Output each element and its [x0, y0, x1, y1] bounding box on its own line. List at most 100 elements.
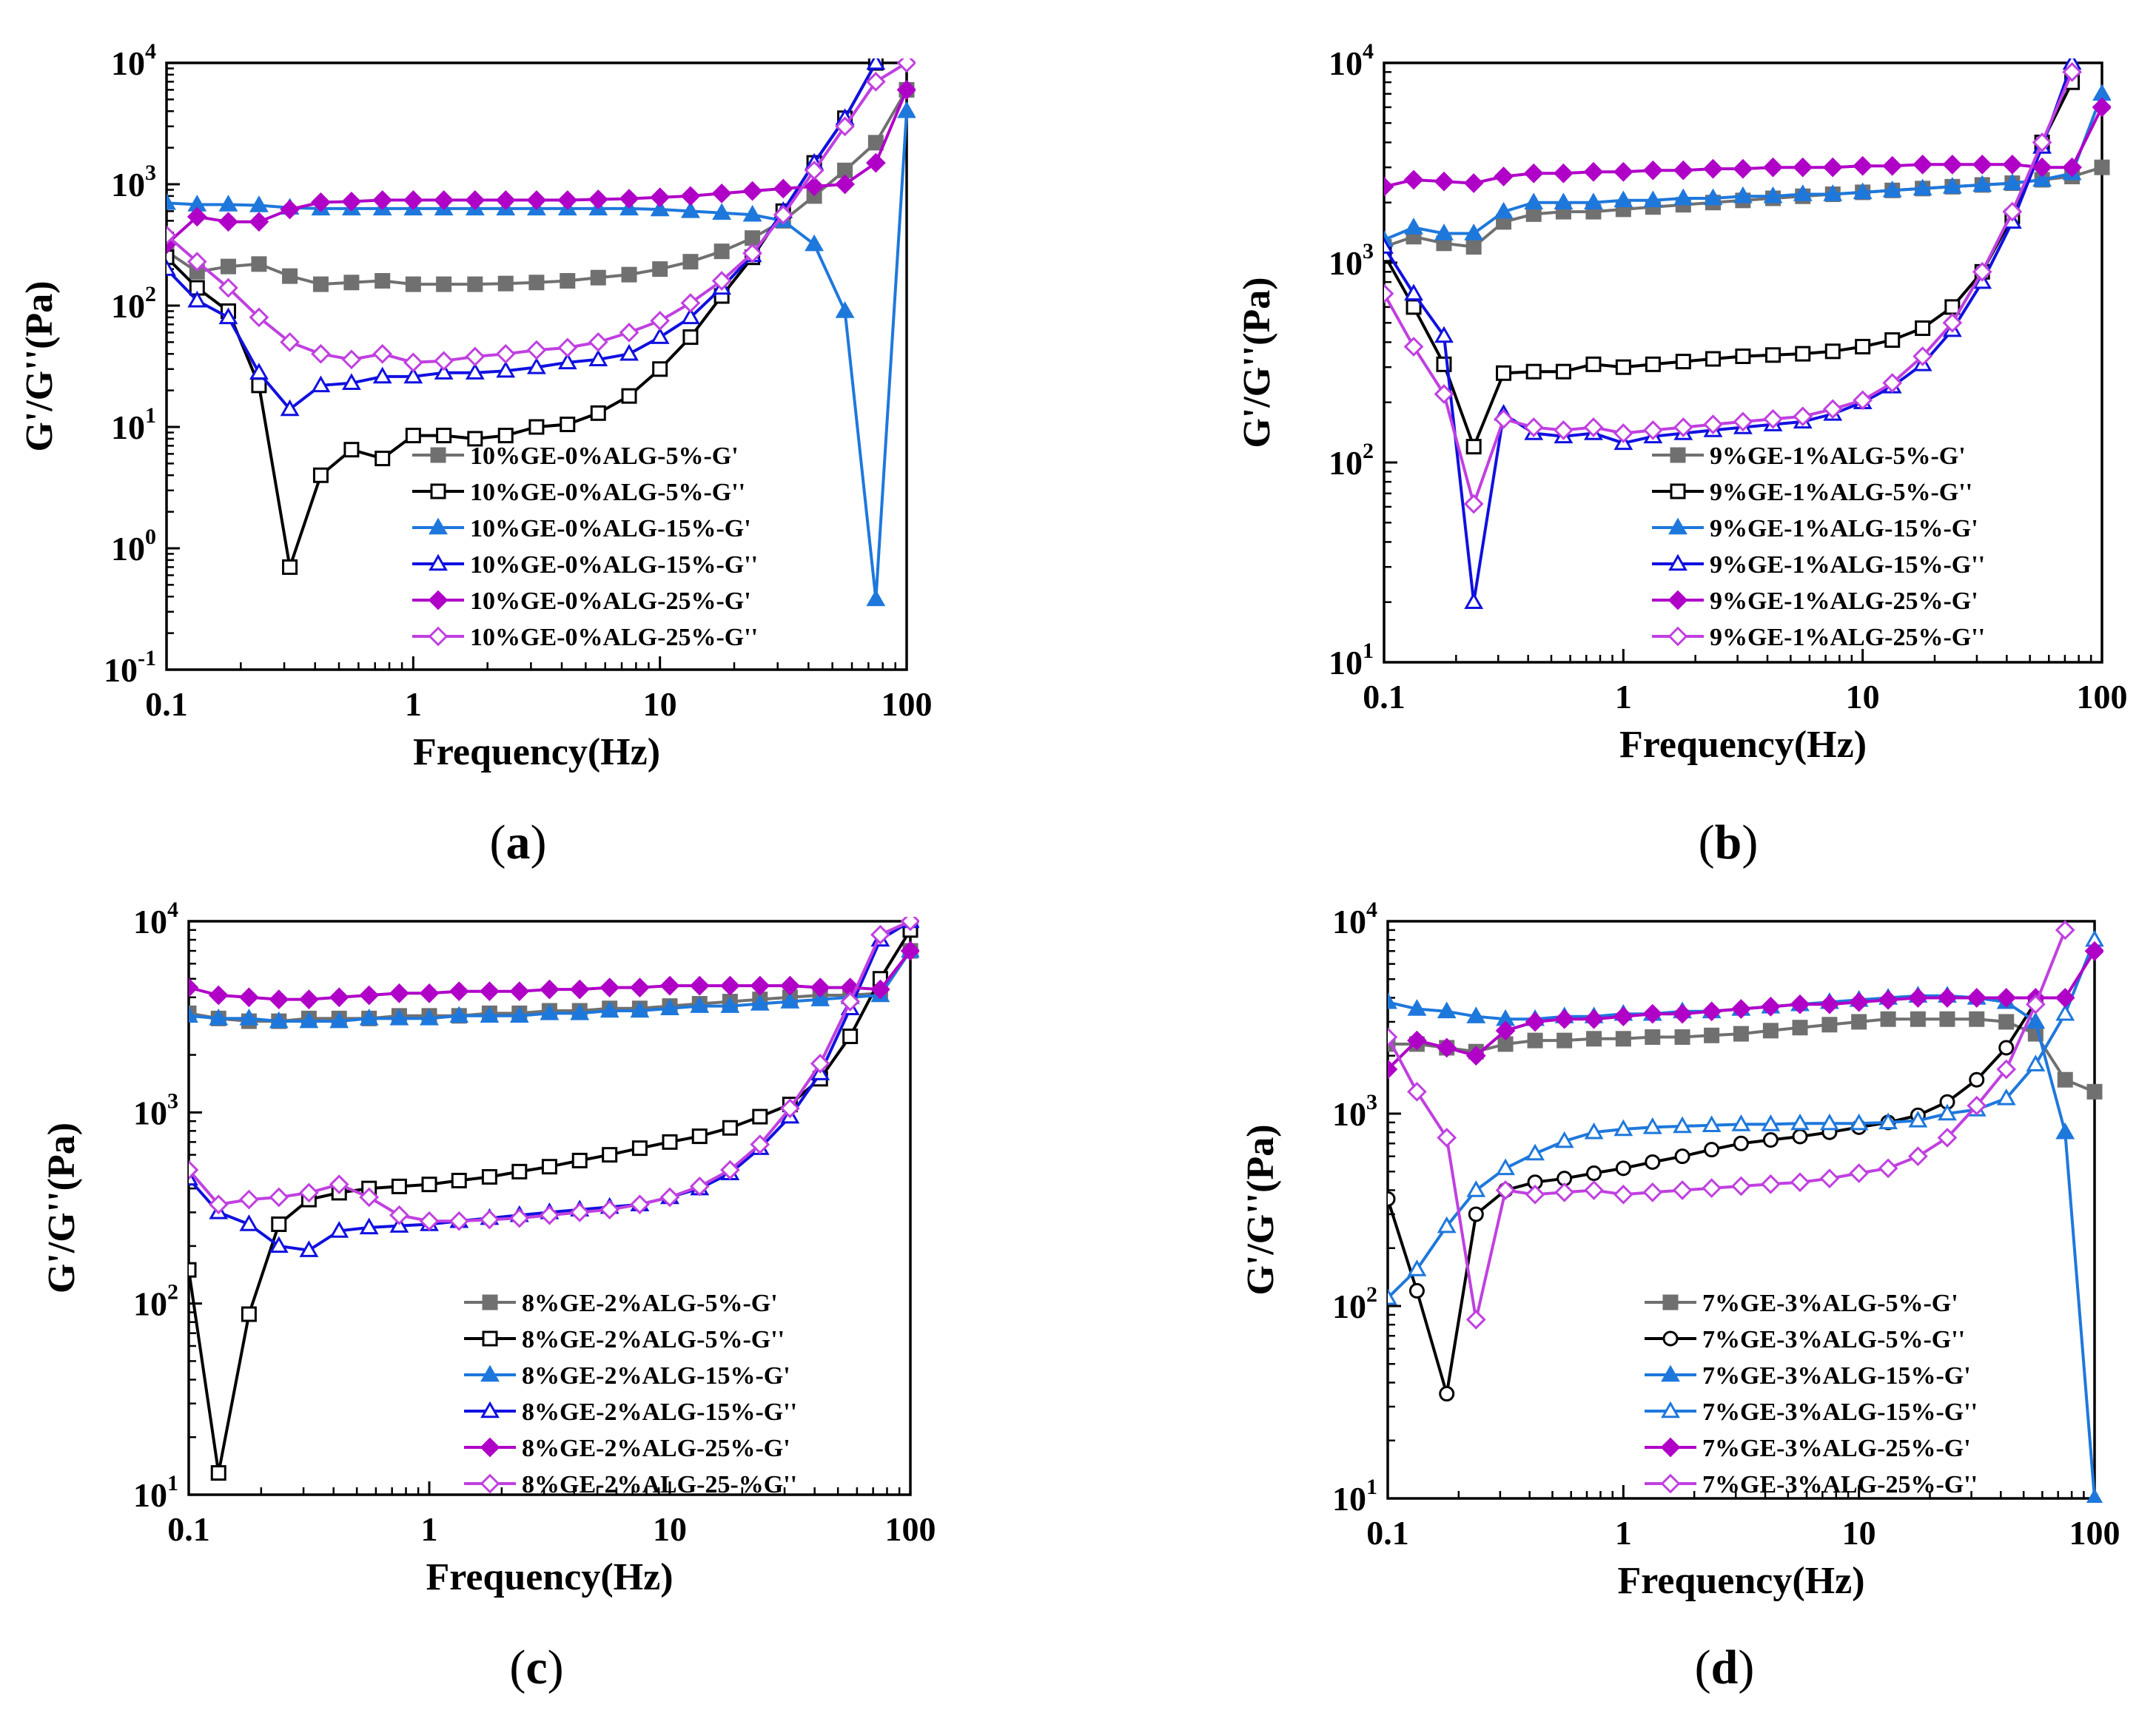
legend-label: 7%GE-3%ALG-15%-G''	[1702, 1399, 1978, 1426]
x-tick-label: 10	[643, 685, 677, 723]
data-point	[509, 1208, 530, 1228]
plot-frame	[1386, 920, 2096, 1500]
data-point	[745, 230, 761, 246]
data-point	[1645, 1029, 1661, 1046]
data-point	[1880, 1011, 1896, 1027]
data-point	[1972, 154, 1992, 175]
data-point	[280, 399, 300, 417]
data-point	[590, 269, 606, 286]
data-point	[269, 1236, 289, 1253]
data-point	[1790, 994, 1810, 1014]
data-point	[1819, 1113, 1839, 1131]
legend-item: 7%GE-3%ALG-25%-G'	[1645, 1435, 1971, 1462]
legend-item: 9%GE-1%ALG-15%-G''	[1652, 551, 1985, 579]
data-point	[239, 1214, 259, 1231]
plot-frame	[187, 920, 912, 1496]
data-point	[1731, 999, 1751, 1019]
data-point	[541, 1159, 557, 1175]
data-point	[1822, 157, 1843, 178]
data-point	[2086, 1488, 2103, 1503]
legend-item: 9%GE-1%ALG-25%-G'	[1652, 588, 1978, 615]
data-point	[509, 1006, 529, 1023]
plot-frame	[165, 61, 908, 671]
legend-marker	[1661, 1364, 1680, 1382]
data-point	[1996, 1059, 2017, 1080]
data-point	[528, 419, 545, 435]
data-point	[1915, 320, 1931, 337]
data-point	[1465, 239, 1482, 255]
data-point	[1556, 1032, 1573, 1049]
legend-label: 9%GE-1%ALG-25%-G''	[1710, 624, 1985, 651]
data-point	[870, 979, 890, 1000]
data-point	[600, 1199, 620, 1220]
data-point	[269, 989, 289, 1010]
data-point	[1882, 373, 1903, 393]
data-point	[2057, 1071, 2073, 1088]
data-point	[2084, 940, 2103, 961]
data-point	[465, 190, 486, 210]
data-point	[210, 1465, 226, 1481]
series-1	[1384, 74, 2081, 455]
data-point	[1404, 283, 1423, 301]
data-point	[570, 1003, 590, 1020]
data-point	[189, 1168, 198, 1186]
data-point	[251, 256, 267, 272]
data-point	[1819, 1168, 1840, 1189]
data-point	[389, 983, 409, 1003]
data-point	[588, 332, 608, 352]
legend: 9%GE-1%ALG-5%-G' 9%GE-1%ALG-5%-G'' 9%GE-1%…	[1652, 442, 1985, 651]
data-point	[588, 189, 608, 209]
data-point	[1613, 190, 1633, 208]
panel-caption: (c)	[509, 1640, 563, 1695]
data-point	[1704, 1027, 1720, 1043]
data-point	[1434, 223, 1454, 240]
data-point	[1404, 218, 1423, 235]
y-tick-label: 102	[1332, 1282, 1377, 1325]
legend-marker	[1662, 1294, 1679, 1310]
data-point	[405, 428, 421, 444]
data-point	[540, 1205, 560, 1225]
data-point	[1523, 417, 1544, 437]
data-point	[1673, 1116, 1692, 1134]
plot-frame	[1383, 61, 2103, 664]
y-axis-label: G'/G''(Pa)	[1240, 1124, 1282, 1295]
data-point	[434, 190, 454, 210]
data-point	[1761, 1114, 1781, 1131]
legend-label: 7%GE-3%ALG-25%-G''	[1702, 1471, 1978, 1498]
data-point	[569, 1202, 590, 1222]
data-point	[1465, 439, 1482, 455]
data-point	[660, 998, 679, 1016]
data-point	[773, 178, 793, 199]
data-point	[1702, 1115, 1722, 1132]
data-point	[1824, 343, 1841, 360]
data-point	[1823, 184, 1843, 201]
legend-marker	[428, 626, 449, 647]
data-point	[1407, 999, 1427, 1016]
data-point	[540, 1003, 560, 1020]
data-point	[1731, 1114, 1751, 1131]
data-point	[2094, 159, 2110, 175]
data-point	[449, 981, 469, 1002]
data-point	[312, 276, 329, 292]
data-point	[528, 275, 545, 291]
legend: 7%GE-3%ALG-5%-G' 7%GE-3%ALG-5%-G'' 7%GE-3%…	[1645, 1290, 1978, 1498]
data-point	[299, 1240, 319, 1257]
legend-marker	[1668, 517, 1687, 535]
data-point	[682, 329, 699, 346]
data-point	[630, 977, 650, 997]
legend-marker	[429, 517, 448, 535]
data-point	[375, 273, 391, 289]
y-tick-label: 10-1	[104, 646, 156, 689]
data-point	[835, 301, 855, 318]
data-point	[569, 979, 590, 1000]
x-tick-label: 0.1	[167, 1510, 210, 1548]
data-point	[900, 940, 919, 961]
y-tick-label: 101	[133, 1471, 178, 1514]
y-axis-label: G'/G''(Pa)	[41, 1123, 83, 1293]
legend-label: 8%GE-2%ALG-5%-G''	[522, 1326, 785, 1353]
data-point	[1554, 1009, 1575, 1029]
data-point	[449, 1006, 469, 1023]
legend-item: 10%GE-0%ALG-5%-G''	[412, 479, 745, 506]
series-3	[167, 58, 886, 417]
y-tick-label: 104	[1332, 898, 1377, 940]
